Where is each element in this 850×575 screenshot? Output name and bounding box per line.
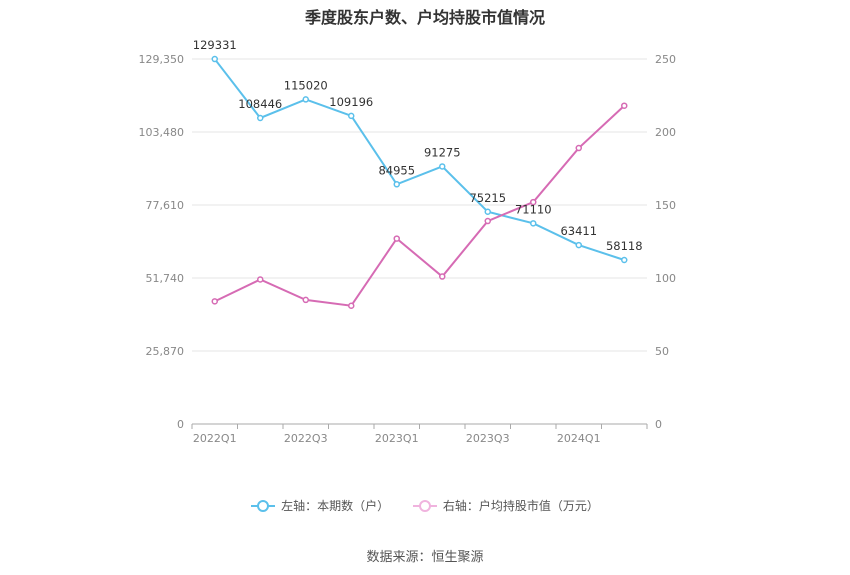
legend-swatch-avg-value xyxy=(412,499,437,513)
data-point-households xyxy=(211,55,218,63)
right-axis-tick-label: 50 xyxy=(655,345,669,358)
x-tick-label: 2023Q1 xyxy=(375,432,419,445)
legend-label-avg-value: 右轴：户均持股市值（万元） xyxy=(442,499,599,513)
x-tick-label: 2022Q3 xyxy=(284,432,328,445)
data-point-avg-value xyxy=(302,296,309,304)
legend-item-avg-value[interactable]: 右轴：户均持股市值（万元） xyxy=(412,497,599,514)
data-label: 75215 xyxy=(469,191,506,205)
data-label: 91275 xyxy=(424,145,461,159)
left-axis-tick-label: 103,480 xyxy=(139,126,185,139)
series-layer xyxy=(211,55,628,309)
data-label: 109196 xyxy=(329,95,373,109)
data-point-avg-value xyxy=(348,302,355,309)
left-axis-tick-label: 129,350 xyxy=(139,53,185,66)
data-point-households xyxy=(621,256,628,264)
data-point-households xyxy=(348,112,355,120)
data-point-avg-value xyxy=(530,198,537,206)
left-axis-tick-label: 25,870 xyxy=(146,345,185,358)
data-point-households xyxy=(484,208,491,216)
data-label: 84955 xyxy=(378,163,415,177)
data-point-households xyxy=(530,220,537,227)
right-axis-tick-label: 200 xyxy=(655,126,676,139)
data-point-avg-value xyxy=(439,273,446,280)
data-point-avg-value xyxy=(257,276,264,283)
right-axis-tick-label: 250 xyxy=(655,53,676,66)
data-label: 108446 xyxy=(238,97,282,111)
left-axis-tick-label: 0 xyxy=(177,418,184,431)
data-point-avg-value xyxy=(621,102,628,109)
data-point-avg-value xyxy=(393,235,400,242)
data-label: 115020 xyxy=(284,78,328,92)
series-line-avg-value xyxy=(214,104,625,307)
right-axis-tick-label: 0 xyxy=(655,418,662,431)
left-axis-tick-label: 77,610 xyxy=(146,199,185,212)
data-source: 数据来源：恒生聚源 xyxy=(366,550,484,565)
x-tick-label: 2024Q1 xyxy=(557,432,601,445)
data-point-avg-value xyxy=(211,298,218,305)
data-point-households xyxy=(575,241,582,249)
data-point-avg-value xyxy=(575,144,582,152)
left-axis-tick-label: 51,740 xyxy=(146,272,185,285)
legend-item-households[interactable]: 左轴：本期数（户） xyxy=(251,497,389,514)
data-point-households xyxy=(439,163,446,170)
right-axis-tick-label: 150 xyxy=(655,199,676,212)
data-label: 63411 xyxy=(560,224,597,238)
legend-swatch-households xyxy=(251,499,276,513)
data-point-households xyxy=(393,181,400,188)
data-label: 71110 xyxy=(515,202,552,216)
chart-title: 季度股东户数、户均持股市值情况 xyxy=(304,8,545,27)
right-axis-tick-label: 100 xyxy=(655,272,676,285)
grid-lines xyxy=(192,58,647,352)
axes: 0 0 25,870 50 51,740 100 77,610 150 103,480 200 12… xyxy=(139,53,677,445)
legend-label-households: 左轴：本期数（户） xyxy=(281,499,390,513)
data-point-households xyxy=(302,96,309,103)
data-label: 129331 xyxy=(193,38,237,52)
data-label: 58118 xyxy=(606,239,643,253)
data-point-avg-value xyxy=(484,217,491,225)
series-line-households xyxy=(213,58,625,261)
x-tick-label: 2023Q3 xyxy=(466,432,510,445)
data-point-households xyxy=(257,114,264,122)
legend: 左轴：本期数（户） 右轴：户均持股市值（万元） xyxy=(0,497,850,516)
x-tick-label: 2022Q1 xyxy=(193,432,237,445)
